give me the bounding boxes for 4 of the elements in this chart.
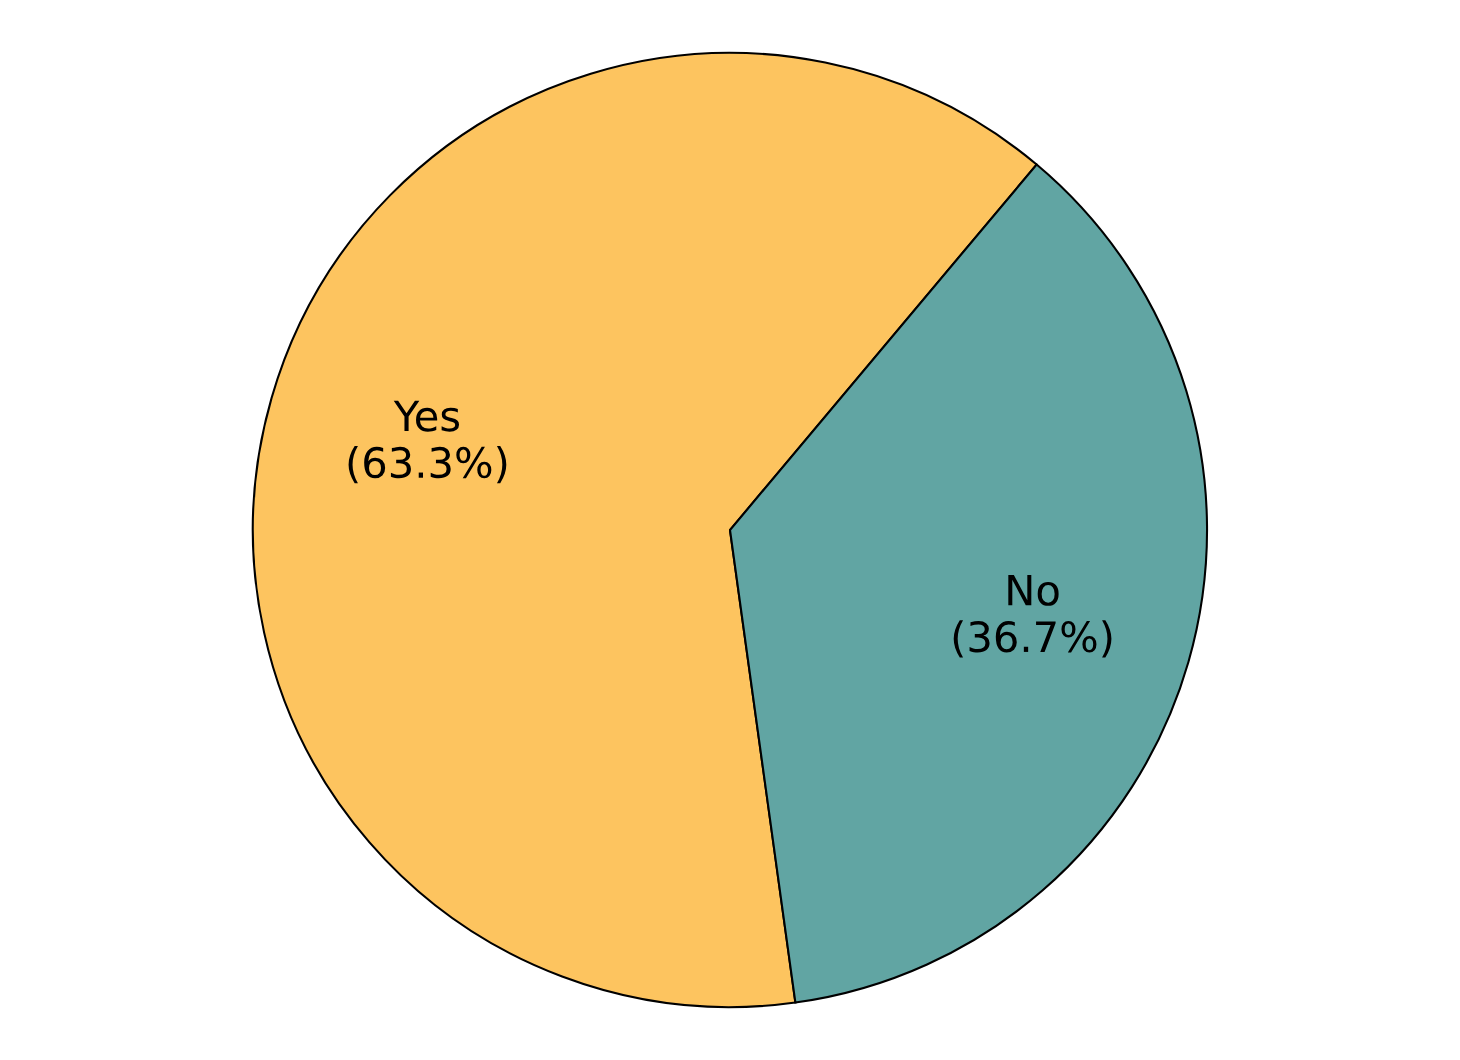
slice-label: No — [1008, 574, 1059, 606]
slice-label: Yes — [393, 400, 460, 432]
data-label: (36.7%) — [953, 620, 1112, 658]
data-label: (63.3%) — [348, 446, 507, 484]
